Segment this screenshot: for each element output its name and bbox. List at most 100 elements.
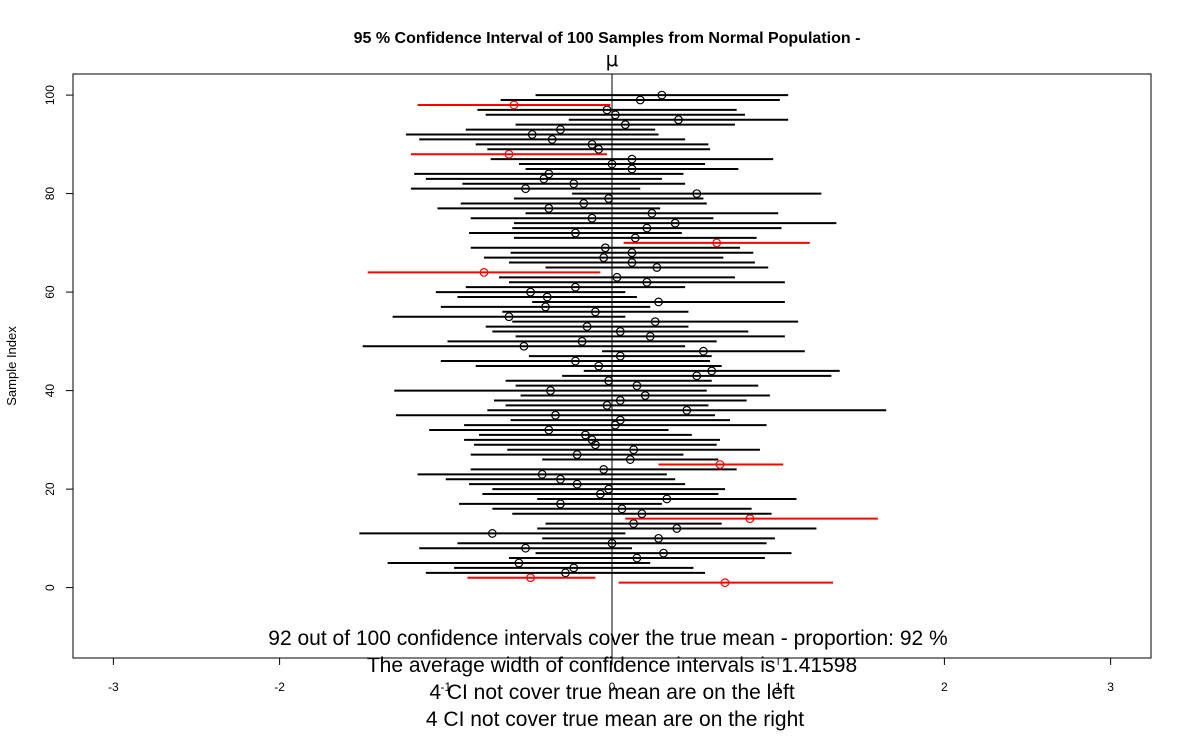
intervals xyxy=(359,90,887,588)
y-axis: 0 20 40 60 80 100 xyxy=(43,85,74,591)
sample-mean-point xyxy=(720,578,730,588)
sample-mean-point xyxy=(645,332,655,341)
y-axis-label: Sample Index xyxy=(4,326,19,406)
sample-mean-point xyxy=(672,524,682,533)
coverage-note: 92 out of 100 confidence intervals cover… xyxy=(268,627,947,650)
y-tick-label: 0 xyxy=(43,584,57,591)
sample-mean-point xyxy=(599,253,609,263)
sample-mean-point xyxy=(544,169,554,179)
sample-mean-point xyxy=(526,287,535,297)
right-miss-note: 4 CI not cover true mean are on the righ… xyxy=(426,708,804,731)
sample-mean-point xyxy=(659,548,668,558)
sample-mean-point xyxy=(509,100,519,110)
sample-mean-point xyxy=(745,514,755,524)
sample-mean-point xyxy=(612,272,622,282)
sample-mean-point xyxy=(599,465,609,474)
sample-mean-point xyxy=(572,479,582,489)
y-tick-label: 80 xyxy=(43,187,57,201)
sample-mean-point xyxy=(569,563,579,573)
sample-mean-point xyxy=(647,208,657,218)
sample-mean-point xyxy=(556,474,565,484)
sample-mean-point xyxy=(582,322,592,331)
y-tick-label: 100 xyxy=(43,85,57,105)
sample-mean-point xyxy=(707,366,717,376)
x-tick-label: 2 xyxy=(941,680,948,694)
sample-mean-point xyxy=(652,263,662,272)
mu-label: μ xyxy=(606,47,619,71)
sample-mean-point xyxy=(542,292,552,302)
sample-mean-point xyxy=(692,371,702,381)
y-tick-label: 40 xyxy=(43,384,57,398)
sample-mean-point xyxy=(600,243,610,253)
sample-mean-point xyxy=(579,199,589,208)
sample-mean-point xyxy=(519,341,529,351)
sample-mean-point xyxy=(654,533,663,543)
annotations: 92 out of 100 confidence intervals cover… xyxy=(268,627,947,731)
sample-mean-point xyxy=(615,327,625,336)
sample-mean-point xyxy=(527,130,537,139)
sample-mean-point xyxy=(602,400,612,410)
left-miss-note: 4 CI not cover true mean are on the left xyxy=(429,681,795,704)
sample-mean-point xyxy=(625,455,635,464)
sample-mean-point xyxy=(692,189,702,199)
sample-mean-point xyxy=(627,164,637,174)
x-tick-label: -2 xyxy=(274,680,285,694)
y-tick-label: 60 xyxy=(43,285,57,299)
sample-mean-point xyxy=(615,351,625,361)
sample-mean-point xyxy=(572,450,582,460)
sample-mean-point xyxy=(521,184,530,194)
sample-mean-point xyxy=(632,381,642,391)
x-tick-label: 1 xyxy=(775,680,782,694)
sample-mean-point xyxy=(632,553,642,563)
sample-mean-point xyxy=(642,223,652,233)
sample-mean-point xyxy=(521,543,530,553)
sample-mean-point xyxy=(561,568,570,578)
x-tick-label: -1 xyxy=(440,680,451,694)
sample-mean-point xyxy=(657,90,667,100)
sample-mean-point xyxy=(541,302,550,312)
sample-mean-point xyxy=(569,179,579,189)
sample-mean-point xyxy=(539,174,549,184)
sample-mean-point xyxy=(627,248,637,258)
sample-mean-point xyxy=(590,307,600,317)
sample-mean-point xyxy=(637,509,647,519)
sample-mean-point xyxy=(682,405,692,415)
sample-mean-point xyxy=(615,396,625,405)
x-tick-label: -3 xyxy=(108,680,119,694)
sample-mean-point xyxy=(627,154,637,164)
sample-mean-point xyxy=(526,573,535,583)
sample-mean-point xyxy=(595,489,605,499)
sample-mean-point xyxy=(594,361,604,371)
sample-mean-point xyxy=(620,120,630,130)
sample-mean-point xyxy=(479,268,489,277)
sample-mean-point xyxy=(537,469,547,479)
sample-mean-point xyxy=(587,435,597,445)
sample-mean-point xyxy=(546,386,555,396)
chart-title: 95 % Confidence Interval of 100 Samples … xyxy=(354,30,861,47)
x-tick-label: 0 xyxy=(609,680,616,694)
sample-mean-point xyxy=(674,115,683,125)
sample-mean-point xyxy=(581,430,590,440)
sample-mean-point xyxy=(504,149,514,159)
sample-mean-point xyxy=(617,504,627,514)
sample-mean-point xyxy=(556,125,565,134)
sample-mean-point xyxy=(544,203,554,213)
sample-mean-point xyxy=(556,499,565,509)
sample-mean-point xyxy=(571,228,580,238)
sample-mean-point xyxy=(699,346,708,356)
sample-mean-point xyxy=(640,391,650,400)
avg-width-note: The average width of confidence interval… xyxy=(367,654,857,677)
y-tick-label: 20 xyxy=(43,482,57,496)
sample-mean-point xyxy=(587,139,597,149)
sample-mean-point xyxy=(571,282,580,292)
sample-mean-point xyxy=(587,213,597,223)
sample-mean-point xyxy=(715,460,725,469)
sample-mean-point xyxy=(635,95,645,105)
sample-mean-point xyxy=(629,519,639,528)
sample-mean-point xyxy=(504,312,514,322)
sample-mean-point xyxy=(594,144,604,154)
x-tick-label: 3 xyxy=(1107,680,1114,694)
sample-mean-point xyxy=(487,529,497,538)
sample-mean-point xyxy=(551,410,560,420)
